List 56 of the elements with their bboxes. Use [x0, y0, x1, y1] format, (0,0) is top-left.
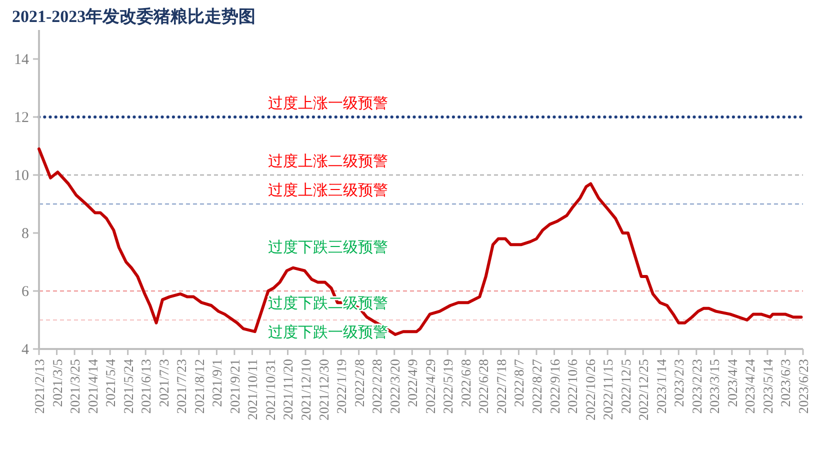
x-tick-label: 2021/11/20 [280, 358, 296, 420]
x-tick-label: 2023/6/23 [796, 358, 811, 414]
x-tick-label: 2022/6/8 [458, 358, 474, 408]
x-tick-label: 2022/6/28 [476, 358, 492, 414]
x-tick-label: 2022/10/6 [565, 358, 580, 414]
x-tick-label: 2021/12/10 [298, 358, 314, 421]
x-tick-label: 2022/4/9 [405, 358, 420, 408]
x-tick-label: 2021/10/31 [262, 359, 278, 421]
x-tick-label: 2023/2/3 [672, 358, 687, 408]
x-tick-label: 2021/5/4 [103, 358, 118, 408]
x-tick-label: 2022/12/5 [618, 358, 634, 414]
x-tick-label: 2023/5/14 [760, 358, 776, 414]
y-tick-label: 4 [22, 342, 30, 358]
x-tick-label: 2022/2/28 [370, 358, 385, 414]
x-tick-label: 2022/3/20 [387, 358, 402, 414]
y-tick-label: 6 [22, 284, 30, 300]
x-tick-label: 2022/4/29 [422, 358, 438, 414]
x-tick-label: 2023/4/24 [742, 358, 758, 414]
ref-line-label: 过度上涨一级预警 [268, 95, 388, 112]
x-tick-label: 2021/10/11 [245, 359, 260, 420]
x-tick-label: 2022/7/18 [494, 358, 509, 414]
x-tick-label: 2023/6/3 [778, 358, 794, 408]
ref-line-label: 过度下跌一级预警 [268, 324, 388, 341]
x-tick-label: 2023/1/14 [654, 358, 669, 414]
x-tick-label: 2021/3/25 [68, 358, 83, 414]
x-tick-label: 2021/9/21 [227, 359, 242, 414]
x-tick-label: 2022/9/16 [547, 358, 562, 414]
y-tick-label: 14 [14, 52, 30, 68]
annotation: 过度下跌三级预警 [268, 240, 388, 256]
title: 2021-2023年发改委猪粮比走势图 [12, 7, 256, 26]
x-tick-label: 2021/9/1 [210, 359, 225, 408]
x-tick-label: 2021/6/13 [138, 358, 154, 414]
x-tick-label: 2021/7/3 [156, 358, 172, 408]
x-tick-label: 2023/3/15 [707, 358, 722, 414]
x-tick-label: 2023/4/4 [724, 358, 740, 408]
x-tick-label: 2021/8/12 [192, 359, 207, 414]
x-tick-label: 2021/12/30 [316, 358, 332, 421]
x-tick-label: 2021/2/13 [32, 358, 47, 414]
x-tick-label: 2021/3/5 [50, 358, 65, 408]
x-tick-label: 2022/2/8 [352, 358, 367, 408]
ref-line-label: 过度上涨二级预警 [268, 153, 388, 170]
x-tick-label: 2022/5/19 [440, 358, 456, 414]
x-tick-label: 2021/4/14 [85, 358, 100, 414]
x-tick-label: 2023/2/23 [689, 358, 704, 414]
y-tick-label: 8 [22, 226, 29, 242]
x-tick-label: 2021/5/24 [120, 358, 136, 414]
x-tick-label: 2022/1/19 [334, 358, 350, 414]
x-tick-label: 2022/10/26 [582, 358, 598, 421]
y-tick-label: 10 [14, 168, 29, 184]
x-tick-label: 2021/7/23 [174, 358, 190, 414]
x-tick-label: 2022/11/15 [600, 358, 616, 420]
x-tick-label: 2022/8/27 [529, 358, 544, 414]
y-tick-label: 12 [14, 110, 29, 126]
x-tick-label: 2022/12/25 [636, 358, 652, 421]
ref-line-label: 过度上涨三级预警 [268, 182, 388, 199]
x-tick-label: 2022/8/7 [512, 358, 527, 408]
